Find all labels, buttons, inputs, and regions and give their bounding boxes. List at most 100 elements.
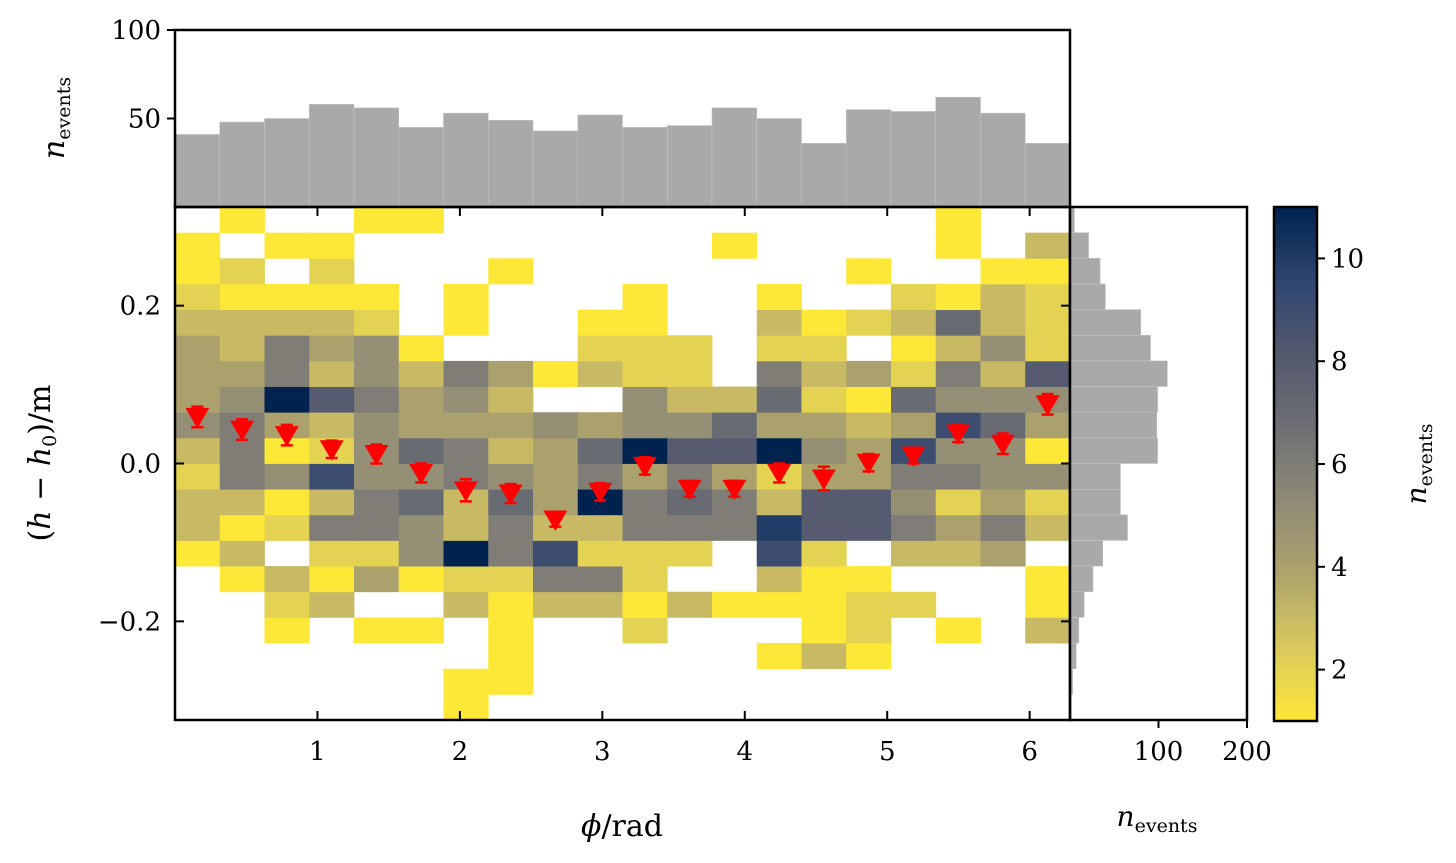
heatmap-cell (398, 566, 444, 593)
right-histogram-bar (1069, 360, 1168, 387)
heatmap-cell (309, 309, 355, 336)
heatmap-cell (667, 412, 713, 439)
heatmap-cell (846, 643, 892, 670)
top-histogram-bar (711, 107, 758, 208)
mean-marker (364, 445, 389, 466)
heatmap-cell (756, 437, 802, 464)
heatmap-cell (309, 591, 355, 618)
right-histogram-panel: 100 200 nevents (1068, 205, 1272, 837)
heatmap-cell (175, 463, 221, 490)
heatmap-cell (443, 309, 489, 336)
heatmap-cell (756, 360, 802, 387)
heatmap-cell (667, 360, 713, 387)
mean-marker (722, 479, 747, 501)
heatmap-cell (756, 540, 802, 567)
heatmap-cell (398, 489, 444, 516)
mean-marker (901, 446, 926, 468)
heatmap-cell (801, 386, 847, 413)
heatmap-cell (1025, 335, 1071, 362)
heatmap-cell (309, 489, 355, 516)
colorbar-gradient (1274, 207, 1317, 721)
top-histogram-bar (756, 118, 802, 208)
heatmap-cell (175, 540, 221, 567)
heatmap-cell (890, 463, 937, 490)
heatmap-cell (801, 514, 847, 541)
heatmap-cell (890, 591, 937, 618)
heatmap-cell (353, 309, 400, 336)
mean-marker (1035, 395, 1060, 416)
heatmap-cell (756, 283, 802, 310)
heatmap-cell (890, 386, 937, 413)
main-xtick-label: 4 (736, 737, 753, 767)
heatmap-cell (353, 207, 400, 234)
heatmap-cell (577, 540, 623, 567)
heatmap-cell (353, 283, 400, 310)
heatmap-cell (801, 309, 847, 336)
top-histogram-bar (308, 104, 355, 208)
heatmap-cell (935, 207, 981, 234)
heatmap-cell (801, 591, 847, 618)
heatmap-cell (577, 591, 623, 618)
right-histogram-bar (1069, 232, 1089, 259)
right-histogram-frame (1068, 205, 1249, 722)
mean-marker (498, 484, 523, 505)
heatmap-cell (622, 386, 668, 413)
right-xtick-label: 200 (1222, 737, 1272, 767)
heatmap-cell (846, 309, 892, 336)
main-xtick-label: 6 (1021, 737, 1038, 767)
main-xtick-label: 3 (594, 737, 611, 767)
mean-marker (543, 510, 568, 531)
heatmap-cell (309, 566, 355, 593)
heatmap-cell (488, 514, 534, 541)
heatmap-cell (533, 437, 579, 464)
top-histogram-bar (1024, 142, 1071, 208)
heatmap-cell (622, 540, 668, 567)
heatmap-cell (443, 566, 489, 593)
heatmap-cell (175, 258, 221, 285)
heatmap-cell (264, 489, 310, 516)
top-histogram-bar (935, 96, 981, 208)
heatmap-cell (175, 232, 221, 259)
heatmap-cell (801, 489, 847, 516)
mean-marker (588, 482, 613, 504)
mean-marker (230, 420, 255, 441)
heatmap-cell (667, 514, 713, 541)
heatmap-cell (1025, 360, 1071, 387)
heatmap-cell (980, 489, 1026, 516)
mean-marker (274, 426, 299, 447)
main-heatmap-panel: 1 2 3 4 5 6 −0.2 0.0 0.2 ϕ/rad (h − h0)/m (23, 205, 1072, 844)
heatmap-cell (890, 335, 937, 362)
heatmap-cell (622, 566, 668, 593)
heatmap-cell (353, 566, 400, 593)
heatmap-cell (264, 309, 310, 336)
heatmap-cell (219, 335, 265, 362)
right-xtick-label: 100 (1134, 737, 1184, 767)
heatmap-cell (846, 591, 892, 618)
mean-marker (677, 479, 702, 501)
heatmap-cell (353, 360, 400, 387)
right-histogram-bar (1069, 514, 1128, 541)
heatmap-cell (890, 283, 937, 310)
heatmap-cell (622, 489, 668, 516)
heatmap-cell (264, 617, 310, 644)
heatmap-cell (846, 258, 892, 285)
heatmap-cell (219, 540, 265, 567)
heatmap-cell (622, 360, 668, 387)
heatmap-cell (756, 386, 802, 413)
heatmap-cell (219, 514, 265, 541)
heatmap-cell (846, 412, 892, 439)
heatmap-cell (1025, 463, 1071, 490)
heatmap-cell (398, 360, 444, 387)
heatmap-cell (622, 309, 668, 336)
heatmap-cell (219, 463, 265, 490)
heatmap-cell (577, 309, 623, 336)
heatmap-cell (935, 617, 981, 644)
mean-marker (632, 456, 657, 478)
mean-marker (946, 424, 971, 445)
main-ylabel: (h − h0)/m (23, 385, 61, 542)
heatmap-cell (890, 514, 937, 541)
mean-marker (856, 453, 881, 475)
heatmap-cell (488, 591, 534, 618)
colorbar-frame (1272, 205, 1319, 723)
main-xtick-label: 1 (309, 737, 326, 767)
